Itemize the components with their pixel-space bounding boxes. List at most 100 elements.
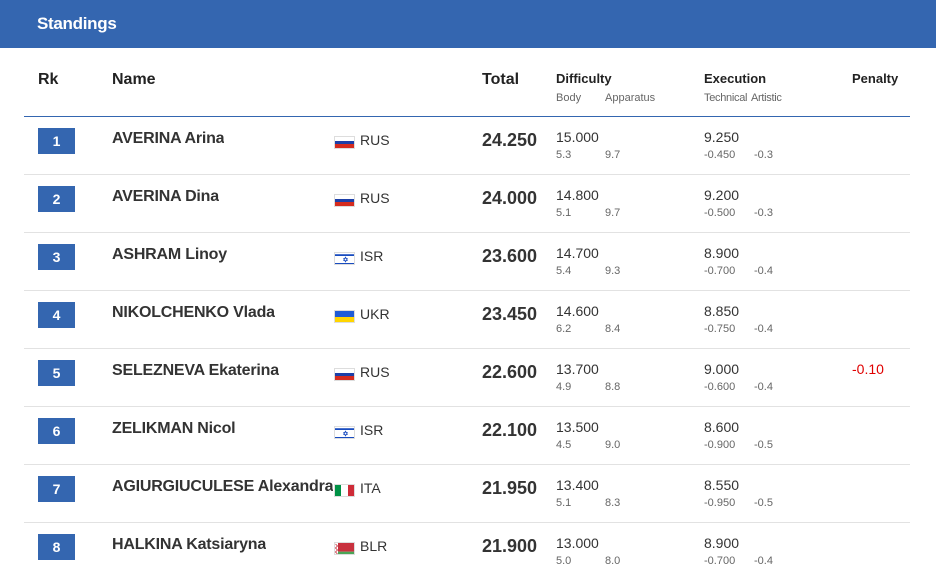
difficulty-body-score: 5.3 — [556, 149, 572, 161]
execution-score: 9.250 — [704, 129, 740, 145]
execution-technical-score: -0.700 — [704, 555, 736, 567]
execution-technical-score: -0.700 — [704, 265, 736, 277]
difficulty-score: 14.800 — [556, 187, 599, 203]
nation-code: UKR — [360, 306, 390, 322]
athlete-name[interactable]: SELEZNEVA Ekaterina — [112, 362, 279, 379]
execution-score: 8.900 — [704, 535, 740, 551]
athlete-name[interactable]: AVERINA Dina — [112, 188, 219, 205]
table-row[interactable]: 8 HALKINA Katsiaryna BLR 21.900 13.000 5.0 8.0… — [0, 523, 936, 580]
difficulty-apparatus-score: 8.8 — [605, 381, 621, 393]
difficulty-apparatus-score: 8.3 — [605, 497, 621, 509]
subheader-apparatus: Apparatus — [605, 92, 656, 104]
total-score: 21.900 — [482, 536, 538, 556]
page-title: Standings — [37, 14, 117, 33]
israel-flag-icon — [334, 252, 355, 265]
execution-score: 8.850 — [704, 303, 740, 319]
difficulty-body-score: 5.4 — [556, 265, 572, 277]
execution-score: 8.600 — [704, 419, 740, 435]
difficulty-score: 13.400 — [556, 477, 599, 493]
athlete-name[interactable]: ASHRAM Linoy — [112, 246, 227, 263]
difficulty-score: 13.000 — [556, 535, 599, 551]
difficulty-score: 15.000 — [556, 129, 599, 145]
subheader-body: Body — [556, 92, 582, 104]
russia-flag-icon — [334, 368, 355, 381]
difficulty-apparatus-score: 9.7 — [605, 149, 621, 161]
athlete-name[interactable]: NIKOLCHENKO Vlada — [112, 304, 275, 321]
execution-artistic-score: -0.5 — [754, 439, 773, 451]
row-divider — [24, 406, 910, 407]
difficulty-body-score: 4.9 — [556, 381, 572, 393]
difficulty-apparatus-score: 8.0 — [605, 555, 621, 567]
header-divider — [24, 116, 910, 117]
nation-code: ITA — [360, 480, 381, 496]
execution-artistic-score: -0.3 — [754, 149, 773, 161]
execution-score: 9.000 — [704, 361, 740, 377]
difficulty-body-score: 4.5 — [556, 439, 572, 451]
column-header-rank: Rk — [38, 71, 59, 88]
difficulty-apparatus-score: 9.0 — [605, 439, 621, 451]
nation-code: RUS — [360, 132, 390, 148]
column-header-execution: Execution — [704, 71, 767, 86]
russia-flag-icon — [334, 136, 355, 149]
row-divider — [24, 464, 910, 465]
row-divider — [24, 290, 910, 291]
execution-artistic-score: -0.4 — [754, 323, 773, 335]
execution-technical-score: -0.450 — [704, 149, 736, 161]
table-row[interactable]: 6 ZELIKMAN Nicol ISR 22.100 13.500 4.5 9.0 8.60… — [0, 407, 936, 465]
table-row[interactable]: 7 AGIURGIUCULESE Alexandra ITA 21.950 13.400… — [0, 465, 936, 523]
rank-badge: 1 — [38, 128, 75, 154]
row-divider — [24, 174, 910, 175]
nation-code: ISR — [360, 422, 384, 438]
column-header-total: Total — [482, 71, 520, 88]
table-row[interactable]: 1 AVERINA Arina RUS 24.250 15.000 5.3 9.7 9.250… — [0, 117, 936, 175]
total-score: 23.450 — [482, 304, 538, 324]
ukraine-flag-icon — [334, 310, 355, 323]
execution-technical-score: -0.600 — [704, 381, 736, 393]
difficulty-body-score: 6.2 — [556, 323, 572, 335]
belarus-flag-icon — [334, 542, 355, 555]
table-row[interactable]: 2 AVERINA Dina RUS 24.000 14.800 5.1 9.7 9.200 -… — [0, 175, 936, 233]
column-header-name: Name — [112, 71, 156, 88]
nation-code: BLR — [360, 538, 388, 554]
subheader-artistic: Artistic — [751, 92, 782, 104]
rank-badge: 4 — [38, 302, 75, 328]
execution-technical-score: -0.950 — [704, 497, 736, 509]
difficulty-body-score: 5.0 — [556, 555, 572, 567]
execution-technical-score: -0.500 — [704, 207, 736, 219]
column-header-difficulty: Difficulty — [556, 71, 612, 86]
table-row[interactable]: 3 ASHRAM Linoy ISR 23.600 14.700 5.4 9.3 8.900 -… — [0, 233, 936, 291]
standings-header: Standings — [0, 0, 936, 48]
execution-score: 8.550 — [704, 477, 740, 493]
rank-badge: 7 — [38, 476, 75, 502]
row-divider — [24, 522, 910, 523]
athlete-name[interactable]: AVERINA Arina — [112, 130, 225, 147]
total-score: 21.950 — [482, 478, 538, 498]
execution-artistic-score: -0.4 — [754, 381, 773, 393]
difficulty-score: 14.600 — [556, 303, 599, 319]
execution-artistic-score: -0.4 — [754, 265, 773, 277]
execution-technical-score: -0.750 — [704, 323, 736, 335]
israel-flag-icon — [334, 426, 355, 439]
column-header-penalty: Penalty — [852, 71, 899, 86]
difficulty-apparatus-score: 9.7 — [605, 207, 621, 219]
athlete-name[interactable]: AGIURGIUCULESE Alexandra — [112, 478, 334, 495]
execution-artistic-score: -0.4 — [754, 555, 773, 567]
athlete-name[interactable]: ZELIKMAN Nicol — [112, 420, 236, 437]
russia-flag-icon — [334, 194, 355, 207]
nation-code: RUS — [360, 364, 390, 380]
difficulty-apparatus-score: 8.4 — [605, 323, 621, 335]
penalty-score: -0.10 — [852, 361, 884, 377]
athlete-name[interactable]: HALKINA Katsiaryna — [112, 536, 267, 553]
table-row[interactable]: 4 NIKOLCHENKO Vlada UKR 23.450 14.600 6.2 8.4 8… — [0, 291, 936, 349]
total-score: 24.000 — [482, 188, 538, 208]
table-row[interactable]: 5 SELEZNEVA Ekaterina RUS 22.600 13.700 4.9 8.… — [0, 349, 936, 407]
difficulty-score: 13.500 — [556, 419, 599, 435]
rank-badge: 8 — [38, 534, 75, 560]
total-score: 22.600 — [482, 362, 538, 382]
standings-table: 1 AVERINA Arina RUS 24.250 15.000 5.3 9.7 9.250… — [0, 117, 936, 580]
total-score: 22.100 — [482, 420, 538, 440]
row-divider — [24, 232, 910, 233]
difficulty-apparatus-score: 9.3 — [605, 265, 621, 277]
difficulty-body-score: 5.1 — [556, 497, 572, 509]
nation-code: RUS — [360, 190, 390, 206]
